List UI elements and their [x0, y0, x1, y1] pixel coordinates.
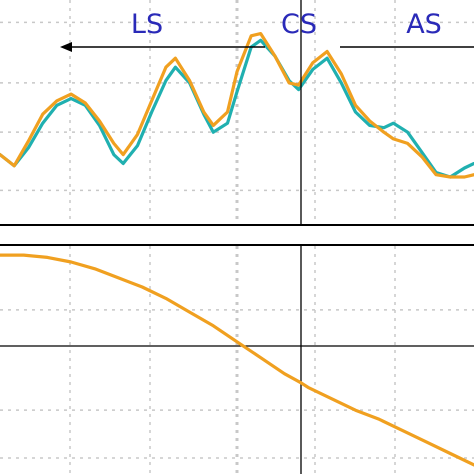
bottom-series-line-0: [0, 253, 474, 467]
bottom-panel: [0, 244, 474, 474]
top-panel-series: [0, 31, 474, 179]
top-series-line-1: [0, 31, 474, 179]
top-panel: LS CS AS: [0, 0, 474, 226]
bottom-panel-series: [0, 253, 474, 467]
panel-gap: [0, 226, 474, 244]
bottom-panel-grid: [0, 246, 474, 474]
arrow-left-head: [60, 42, 72, 52]
region-label-cs: CS: [281, 9, 317, 40]
region-label-ls: LS: [131, 9, 163, 40]
region-label-as: AS: [406, 9, 442, 40]
